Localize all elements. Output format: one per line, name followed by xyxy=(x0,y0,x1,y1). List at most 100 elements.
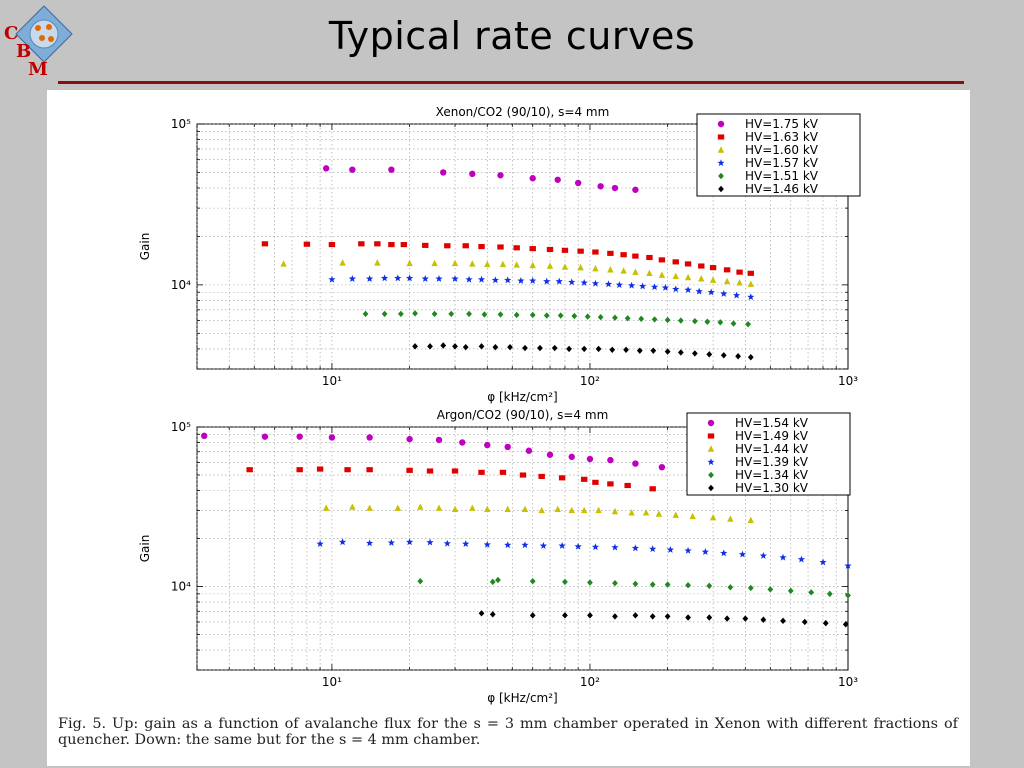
data-point xyxy=(720,352,727,359)
x-tick-label: 10¹ xyxy=(322,675,342,689)
data-point xyxy=(611,543,619,551)
data-point xyxy=(421,275,429,282)
data-point xyxy=(513,261,520,268)
data-point xyxy=(406,259,413,267)
data-point xyxy=(706,351,713,358)
data-point xyxy=(627,281,636,289)
series-2 xyxy=(261,241,754,276)
data-point xyxy=(709,514,717,521)
data-point xyxy=(529,175,536,182)
data-point xyxy=(469,170,476,178)
legend-label: HV=1.44 kV xyxy=(735,442,809,456)
series-5 xyxy=(362,310,751,328)
data-point xyxy=(366,504,373,511)
data-point xyxy=(529,246,536,252)
data-point xyxy=(691,350,698,357)
data-point xyxy=(388,242,395,248)
data-point xyxy=(797,555,806,563)
data-point xyxy=(504,505,511,512)
data-point xyxy=(558,475,566,481)
data-point xyxy=(489,578,496,586)
data-point xyxy=(760,616,767,623)
data-point xyxy=(707,288,715,296)
data-point xyxy=(366,539,374,547)
data-point xyxy=(661,283,669,291)
data-point xyxy=(759,551,767,559)
chart-title: Argon/CO2 (90/10), s=4 mm xyxy=(437,408,609,422)
data-point xyxy=(592,265,599,272)
data-point xyxy=(587,612,593,619)
data-point xyxy=(845,592,851,599)
data-point xyxy=(736,279,743,286)
data-point xyxy=(584,313,591,320)
data-point xyxy=(529,612,536,619)
data-point xyxy=(701,548,709,555)
data-point xyxy=(607,456,614,464)
data-point xyxy=(684,273,692,281)
data-point xyxy=(484,260,491,268)
title-divider xyxy=(58,81,964,84)
data-point xyxy=(497,311,504,318)
logo-letter-c: C xyxy=(4,23,18,44)
data-point xyxy=(462,243,469,249)
data-point xyxy=(451,468,459,474)
data-point xyxy=(685,614,691,621)
legend-entry: HV=1.30 kV xyxy=(708,481,809,495)
data-point xyxy=(504,541,512,549)
data-point xyxy=(631,544,640,552)
data-point xyxy=(650,347,657,354)
y-tick-label: 10⁴ xyxy=(171,580,191,594)
data-point xyxy=(707,445,715,452)
series-6 xyxy=(412,342,754,361)
legend-entry: HV=1.34 kV xyxy=(708,468,809,482)
series-6 xyxy=(478,610,849,628)
data-point xyxy=(261,241,269,247)
x-axis-label: φ [kHz/cm²] xyxy=(487,390,558,404)
data-point xyxy=(615,281,623,288)
data-point xyxy=(478,610,485,617)
legend-label: HV=1.60 kV xyxy=(745,143,819,157)
data-point xyxy=(646,254,653,261)
data-point xyxy=(604,280,613,288)
data-point xyxy=(727,584,734,591)
data-point xyxy=(624,315,631,322)
data-point xyxy=(316,466,324,472)
data-point xyxy=(646,269,653,277)
data-point xyxy=(478,469,485,475)
data-point xyxy=(632,612,639,619)
data-point xyxy=(366,467,373,473)
data-point xyxy=(649,545,657,553)
data-point xyxy=(801,618,808,626)
logo-dot xyxy=(48,36,54,42)
data-point xyxy=(562,578,568,586)
logo-letter-m: M xyxy=(28,59,48,80)
data-point xyxy=(435,436,443,444)
data-point xyxy=(539,542,548,549)
data-point xyxy=(649,486,656,492)
data-point xyxy=(478,244,485,250)
data-point xyxy=(374,259,381,266)
data-point xyxy=(698,275,705,282)
data-point xyxy=(732,291,741,299)
data-point xyxy=(388,166,395,173)
data-point xyxy=(747,280,754,287)
data-point xyxy=(720,549,728,557)
data-point xyxy=(574,542,582,550)
data-point xyxy=(362,310,369,318)
data-point xyxy=(546,451,554,458)
data-point xyxy=(529,578,536,585)
legend-label: HV=1.51 kV xyxy=(745,169,819,183)
data-point xyxy=(522,344,528,352)
data-point xyxy=(405,274,414,282)
data-point xyxy=(568,506,575,514)
data-point xyxy=(620,252,627,258)
data-point xyxy=(481,311,488,318)
data-point xyxy=(689,512,696,520)
data-point xyxy=(747,293,755,301)
data-point xyxy=(574,179,582,187)
data-point xyxy=(521,541,529,549)
series-4 xyxy=(328,274,755,301)
data-point xyxy=(405,538,414,546)
data-point xyxy=(261,433,269,440)
data-point xyxy=(507,343,513,351)
